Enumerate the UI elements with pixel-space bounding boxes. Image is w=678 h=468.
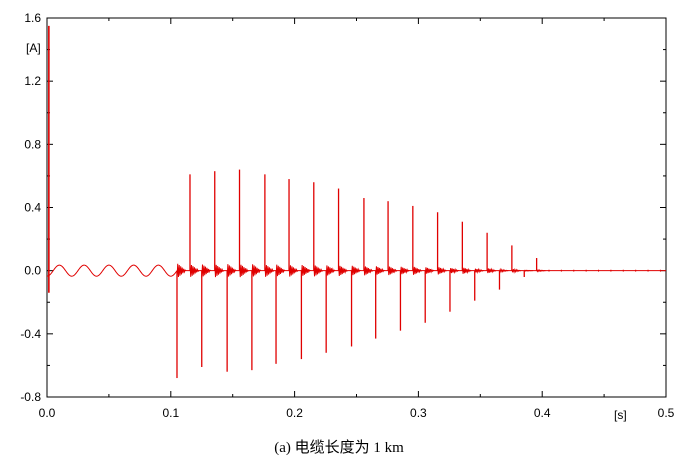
y-tick-label: 0.8 [24, 137, 41, 151]
figure-caption: (a) 电缆长度为 1 km [274, 440, 404, 456]
pulse-ringing-negative [300, 264, 311, 277]
pulse-ringing-negative [399, 266, 410, 275]
pulse-ringing-negative [351, 265, 361, 277]
pulse-ringing-positive [461, 267, 472, 275]
y-tick-label: 1.2 [24, 74, 41, 88]
pulse-ringing-negative [325, 265, 336, 277]
pulse-ringing-negative [226, 264, 237, 278]
y-tick-label: -0.4 [20, 327, 41, 341]
y-tick-label: 0.4 [24, 201, 41, 215]
pulse-ringing-negative [474, 267, 484, 275]
x-tick-label: 0.2 [286, 406, 303, 420]
y-tick-label: 1.6 [24, 11, 41, 25]
pulse-ringing-positive [536, 268, 546, 273]
y-axis-label: [A] [26, 41, 41, 55]
y-tick-label: -0.8 [20, 390, 41, 404]
ticks: 0.0 0.1 0.2 0.3 0.4 0.5 -0.8 -0.4 0.0 0.4 0.8 1.2 1.… [20, 11, 674, 420]
x-tick-label: 0.0 [39, 406, 56, 420]
pulse-ringing-positive [338, 264, 348, 276]
data-layer [46, 25, 666, 379]
axes [46, 17, 667, 398]
pulse-ringing-negative [424, 267, 435, 275]
pulse-ringing-positive [313, 264, 323, 277]
pulse-ringing-positive [412, 266, 422, 275]
pulse-ringing-negative [499, 267, 509, 274]
pulse-ringing-negative [201, 264, 211, 278]
x-tick-label: 0.1 [162, 406, 179, 420]
pulse-ringing-positive [288, 264, 299, 277]
pulse-ringing-positive [239, 263, 249, 278]
pulse-ringing-negative [375, 266, 385, 276]
series-line-pre-fault [46, 264, 178, 277]
x-tick-label: 0.4 [534, 406, 551, 420]
pulse-ringing-positive [264, 263, 275, 277]
x-tick-label: 0.3 [410, 406, 427, 420]
y-tick-label: 0.0 [24, 264, 41, 278]
pulse-ringing-positive [437, 266, 447, 275]
pulse-ringing-positive [189, 263, 200, 277]
pulse-ringing-positive [486, 267, 497, 274]
pulse-ringing-positive [363, 265, 374, 276]
pulse-ringing-negative [176, 263, 187, 279]
pulse-ringing-negative [275, 264, 286, 278]
x-axis-label: [s] [614, 408, 627, 422]
pulse-ringing-negative [523, 269, 534, 272]
x-tick-label: 0.5 [658, 406, 675, 420]
pulse-ringing-negative [449, 267, 460, 275]
pulse-ringing-negative [251, 264, 262, 278]
pulse-ringing-positive [387, 265, 398, 276]
pulse-ringing-positive [511, 267, 521, 274]
pulse-ringing-positive [214, 263, 224, 278]
plot-frame [46, 17, 667, 398]
